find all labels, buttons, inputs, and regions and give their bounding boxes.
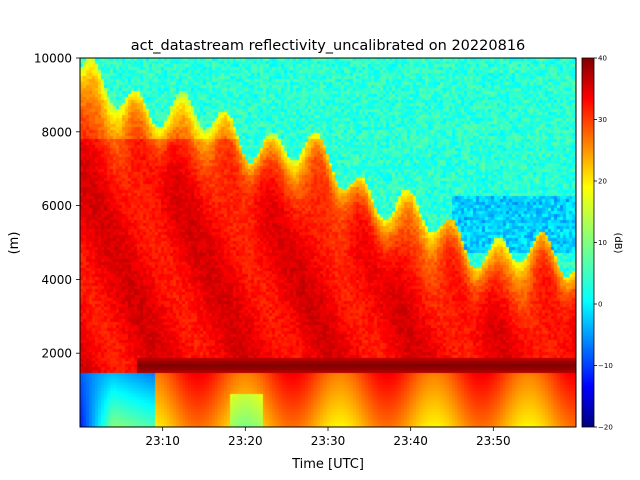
x-axis: 23:10 23:20 23:30 23:40 23:50 [145,427,511,448]
y-axis: 2000 4000 6000 8000 10000 [34,52,80,361]
x-tick-label: 23:40 [393,434,428,448]
colorbar: −20 −10 0 10 20 30 40 (dB) [581,55,623,432]
plot-area [79,57,577,428]
colorbar-tick-label: 30 [598,116,607,124]
colorbar-ticks: −20 −10 0 10 20 30 40 [594,55,613,432]
x-tick-label: 23:30 [311,434,346,448]
colorbar-gradient [581,57,595,428]
colorbar-tick-label: 40 [598,55,607,63]
reflectivity-heatmap [80,58,576,427]
colorbar-tick-label: 20 [598,178,607,186]
colorbar-tick-label: −10 [598,362,613,370]
x-tick-label: 23:20 [228,434,263,448]
y-tick-label: 2000 [41,347,72,361]
colorbar-tick-label: 0 [598,301,602,309]
y-tick-label: 10000 [34,52,72,66]
y-tick-label: 4000 [41,273,72,287]
chart-title: act_datastream reflectivity_uncalibrated… [131,38,526,54]
colorbar-tick-label: 10 [598,239,607,247]
y-tick-label: 8000 [41,125,72,139]
x-tick-label: 23:10 [145,434,180,448]
y-axis-label: (m) [7,232,22,255]
colorbar-label: (dB) [612,232,623,253]
x-tick-label: 23:50 [476,434,511,448]
x-axis-label: Time [UTC] [291,457,364,472]
y-tick-label: 6000 [41,199,72,213]
colorbar-tick-label: −20 [598,424,613,432]
